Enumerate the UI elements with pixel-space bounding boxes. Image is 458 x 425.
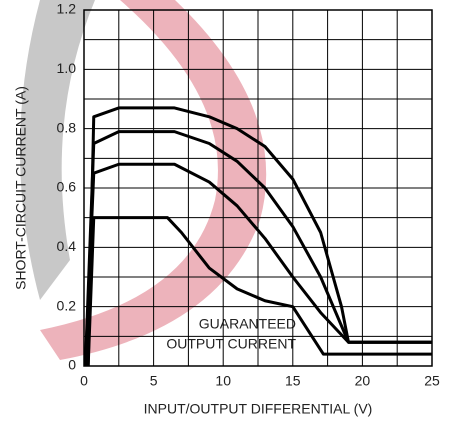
watermark-gray — [20, 0, 95, 300]
curve — [86, 106, 432, 367]
annotation: GUARANTEED — [199, 316, 296, 332]
curve — [86, 216, 432, 367]
curve — [83, 130, 432, 367]
x-tick-label: 25 — [424, 373, 440, 389]
x-tick-label: 5 — [150, 373, 158, 389]
x-tick-label: 15 — [285, 373, 301, 389]
x-tick-label: 10 — [215, 373, 231, 389]
y-tick-label: 0.2 — [57, 297, 77, 313]
y-tick-label: 0.4 — [57, 238, 77, 254]
y-tick-label: 1.2 — [57, 1, 77, 17]
curve — [83, 162, 432, 367]
y-axis-label: SHORT-CIRCUIT CURRENT (A) — [13, 86, 29, 290]
x-tick-label: 20 — [355, 373, 371, 389]
y-tick-label: 1.0 — [57, 60, 77, 76]
x-tick-label: 0 — [80, 373, 88, 389]
y-tick-label: 0.6 — [57, 179, 77, 195]
y-tick-label: 0 — [68, 357, 76, 373]
x-axis-label: INPUT/OUTPUT DIFFERENTIAL (V) — [144, 401, 373, 417]
y-tick-label: 0.8 — [57, 119, 77, 135]
annotation: OUTPUT CURRENT — [166, 336, 296, 352]
